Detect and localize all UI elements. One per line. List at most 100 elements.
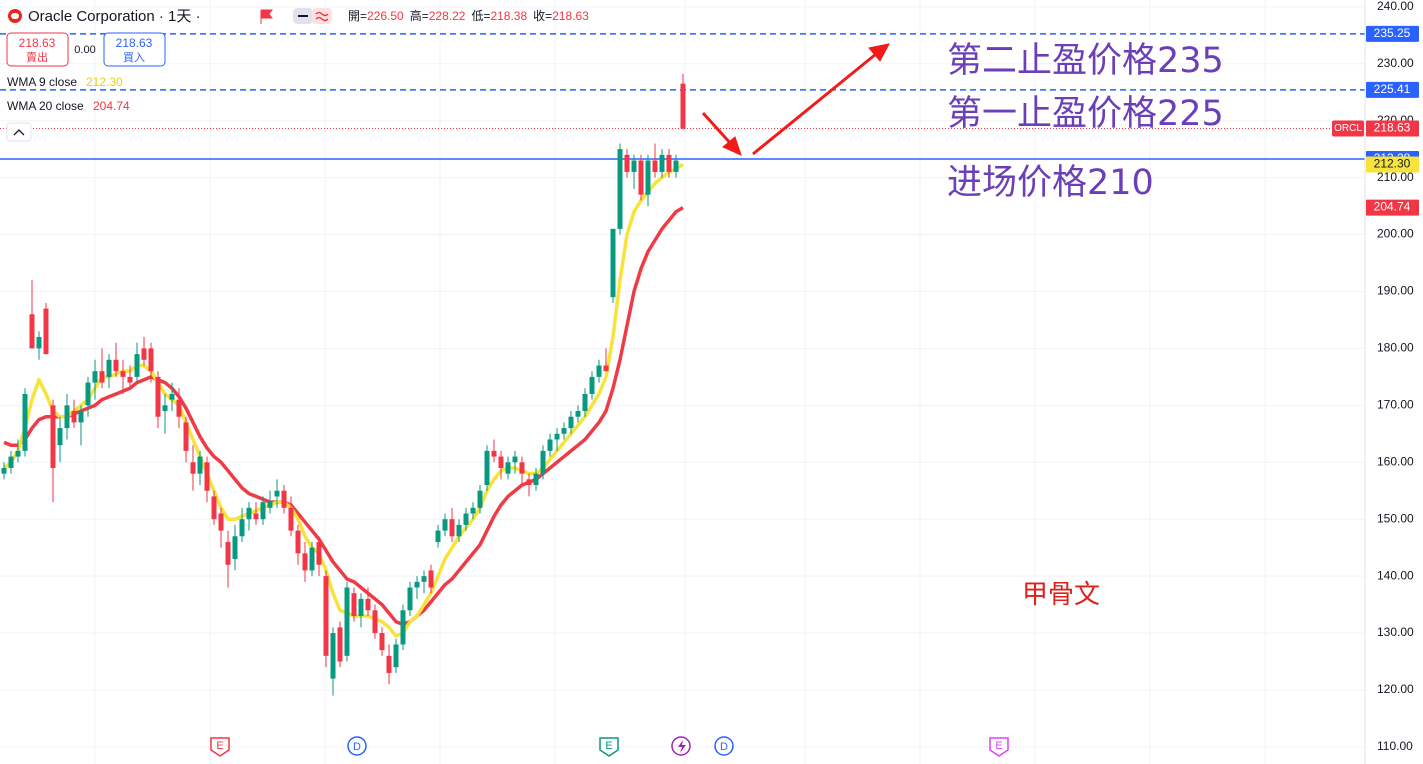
candle-body <box>561 428 567 434</box>
candle-body <box>547 439 553 451</box>
candle-body <box>519 462 525 474</box>
candle-body <box>239 519 245 537</box>
event-marker[interactable] <box>599 737 619 757</box>
y-tick-label: 190.00 <box>1377 284 1414 298</box>
candle-body <box>99 371 105 383</box>
candle-body <box>106 359 112 377</box>
event-label: D <box>353 741 361 753</box>
candle-body <box>673 160 679 172</box>
candle-body <box>302 553 308 571</box>
candle-body <box>610 228 616 298</box>
y-tick-label: 210.00 <box>1377 170 1414 184</box>
candle-body <box>554 433 560 440</box>
candle-body <box>512 456 518 463</box>
candle-body <box>8 456 14 468</box>
price-label-bg <box>1366 199 1419 216</box>
candle-body <box>449 519 455 537</box>
candle-body <box>442 519 448 531</box>
event-label: D <box>720 741 728 753</box>
sell-label: 賣出 <box>26 50 48 64</box>
spread: 0.00 <box>74 44 95 56</box>
candle-body <box>421 576 427 582</box>
candle-body <box>218 513 224 531</box>
candle-body <box>666 154 672 172</box>
candle-body <box>330 633 336 679</box>
event-marker[interactable] <box>714 736 734 756</box>
y-tick-label: 180.00 <box>1377 341 1414 355</box>
buy-label: 買入 <box>123 51 145 64</box>
ohlc-value: 226.50 <box>367 9 404 23</box>
price-label: 235.25 <box>1374 26 1411 40</box>
candle-body <box>470 507 476 514</box>
candle-body <box>372 610 378 634</box>
y-tick-label: 150.00 <box>1377 511 1414 525</box>
candle-body <box>92 371 98 383</box>
candle-body <box>176 399 182 417</box>
symbol-title[interactable]: Oracle Corporation · 1天 · <box>28 8 201 25</box>
candle-body <box>274 490 280 497</box>
candle-body <box>309 547 315 571</box>
candle-body <box>43 308 49 355</box>
candle-body <box>323 576 329 656</box>
candle-body <box>680 83 686 129</box>
ohlc-value: 228.22 <box>429 9 466 23</box>
candle-body <box>596 365 602 377</box>
event-label: E <box>995 740 1002 752</box>
candle-body <box>638 160 644 195</box>
y-tick-label: 170.00 <box>1377 398 1414 412</box>
indicator-value: 212.30 <box>86 75 123 89</box>
candle-body <box>15 450 21 457</box>
candle-body <box>589 376 595 394</box>
candle-body <box>393 644 399 668</box>
logo-mark <box>11 13 19 19</box>
candle-body <box>134 354 140 377</box>
candle-body <box>29 314 35 349</box>
candle-body <box>155 376 161 417</box>
collapse-button[interactable] <box>6 122 32 142</box>
candle-body <box>211 496 217 520</box>
sell-box[interactable] <box>6 32 69 67</box>
flag-icon[interactable] <box>260 9 273 24</box>
candle-body <box>631 160 637 172</box>
candle-body <box>57 428 63 446</box>
time-grid <box>94 0 1266 764</box>
buy-price: 218.63 <box>116 36 153 50</box>
candle-body <box>624 154 630 172</box>
candle-body <box>358 598 364 616</box>
candle-body <box>190 462 196 474</box>
candle-body <box>148 348 154 372</box>
price-label: 212.30 <box>1374 157 1411 171</box>
candle-body <box>267 502 273 508</box>
candle-body <box>50 405 56 468</box>
wave-icon <box>315 11 329 22</box>
event-marker[interactable] <box>210 737 230 757</box>
candle-body <box>316 541 322 565</box>
candle-body <box>288 507 294 531</box>
indicator-name[interactable]: WMA 20 close <box>7 99 84 113</box>
event-label: E <box>216 740 223 752</box>
candle-body <box>253 513 259 520</box>
y-tick-label: 120.00 <box>1377 682 1414 696</box>
indicator-name[interactable]: WMA 9 close <box>7 75 77 89</box>
buy-box[interactable] <box>103 32 166 67</box>
event-marker[interactable] <box>347 736 367 756</box>
button[interactable] <box>312 8 332 24</box>
ohlc-value: 218.63 <box>552 9 589 23</box>
chevron-icon <box>13 129 25 136</box>
event-marker[interactable] <box>989 737 1009 757</box>
dividend-icon <box>678 740 686 753</box>
price-label: 204.74 <box>1374 200 1411 214</box>
candle-body <box>71 411 77 423</box>
candle-body <box>337 627 343 662</box>
candle-body <box>484 450 490 486</box>
candle-body <box>36 337 42 349</box>
y-tick-label: 240.00 <box>1377 0 1414 13</box>
candle-body <box>428 570 434 588</box>
annotation: 甲骨文 <box>1022 580 1100 610</box>
candle-body <box>281 490 287 508</box>
candle-body <box>400 610 406 645</box>
candle-body <box>351 593 357 616</box>
ohlc-value: 218.38 <box>490 9 527 23</box>
ohlc-label: 低= <box>471 9 490 23</box>
